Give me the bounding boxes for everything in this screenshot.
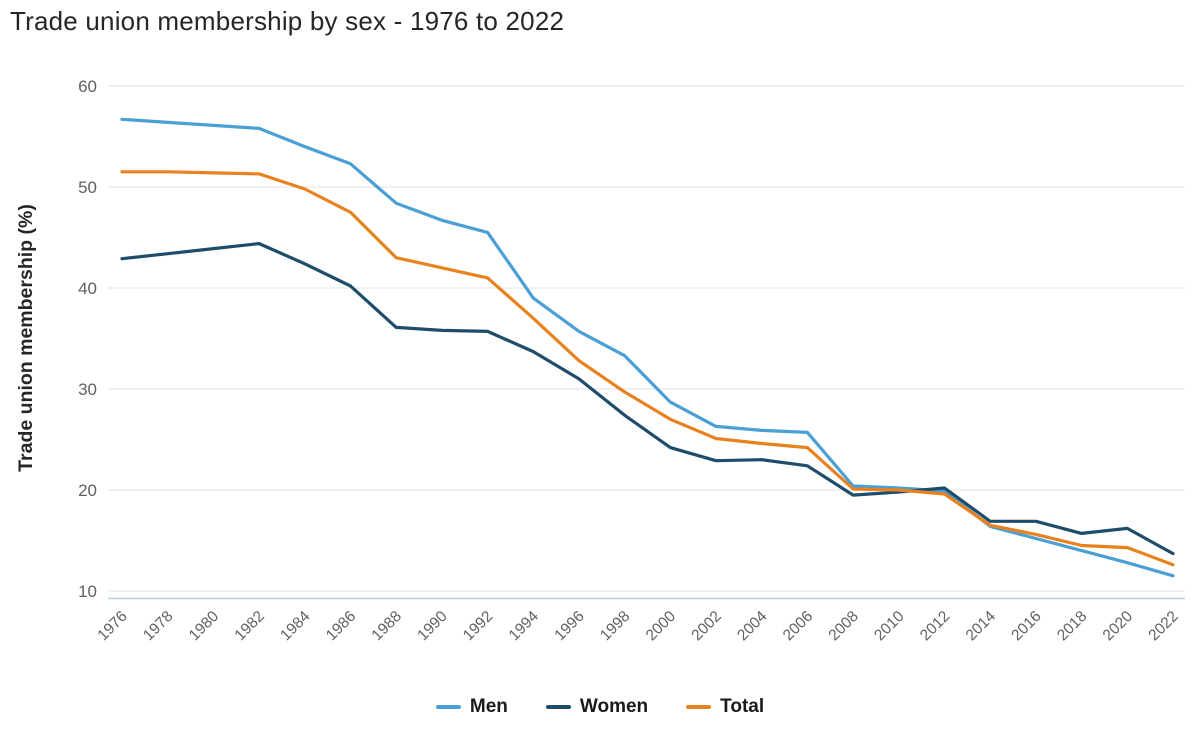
x-tick-label-1980: 1980 <box>186 608 223 645</box>
x-tick-label-1978: 1978 <box>140 608 176 644</box>
legend-item-men[interactable]: Men <box>435 696 508 718</box>
x-tick-label-2002: 2002 <box>688 608 724 644</box>
x-tick-label-1990: 1990 <box>414 608 451 645</box>
x-tick-label-2006: 2006 <box>780 608 816 644</box>
chart-line-men <box>120 117 1175 578</box>
legend-swatch-men <box>435 705 461 709</box>
x-tick-label-2012: 2012 <box>917 608 953 644</box>
legend-label: Total <box>720 696 765 717</box>
x-tick-label-1976: 1976 <box>94 608 130 644</box>
x-tick-label-2000: 2000 <box>643 608 680 645</box>
y-tick-label-30: 30 <box>78 380 97 399</box>
line-chart-plot-area: 10 20 30 40 50 60 1976 1978 1980 1982 1984 1986 1988… <box>15 77 1185 645</box>
x-tick-label-1998: 1998 <box>597 608 633 644</box>
y-tick-label-20: 20 <box>78 481 97 500</box>
chart-title: Trade union membership by sex - 1976 to … <box>10 6 565 36</box>
x-tick-label-1992: 1992 <box>460 608 496 644</box>
legend-item-women[interactable]: Women <box>545 696 649 718</box>
chart-line-total <box>120 170 1175 567</box>
y-axis-title: Trade union membership (%) <box>15 204 37 472</box>
x-tick-label-2020: 2020 <box>1100 608 1137 645</box>
legend-swatch-total <box>686 705 712 709</box>
x-tick-label-1994: 1994 <box>506 608 543 645</box>
legend-label: Men <box>469 696 508 717</box>
x-tick-label-2010: 2010 <box>871 608 908 645</box>
y-tick-label-50: 50 <box>78 178 97 197</box>
x-tick-label-2016: 2016 <box>1008 608 1044 644</box>
legend-item-total[interactable]: Total <box>686 696 764 718</box>
chart-line-women <box>120 242 1175 556</box>
x-tick-label-2018: 2018 <box>1054 608 1090 644</box>
y-tick-label-60: 60 <box>78 77 97 96</box>
x-tick-label-2014: 2014 <box>963 608 1000 645</box>
y-tick-label-40: 40 <box>78 279 97 298</box>
x-tick-label-1988: 1988 <box>369 608 405 644</box>
chart-legend: Men Women Total <box>0 696 1200 718</box>
y-tick-label-10: 10 <box>78 582 97 601</box>
x-tick-label-1996: 1996 <box>551 608 587 644</box>
x-tick-label-2004: 2004 <box>734 608 771 645</box>
x-tick-label-2008: 2008 <box>826 608 862 644</box>
x-tick-label-1986: 1986 <box>323 608 359 644</box>
x-tick-label-1982: 1982 <box>232 608 268 644</box>
x-tick-label-1984: 1984 <box>277 608 314 645</box>
x-tick-label-2022: 2022 <box>1145 608 1181 644</box>
legend-swatch-women <box>545 705 571 709</box>
legend-label: Women <box>579 696 649 717</box>
